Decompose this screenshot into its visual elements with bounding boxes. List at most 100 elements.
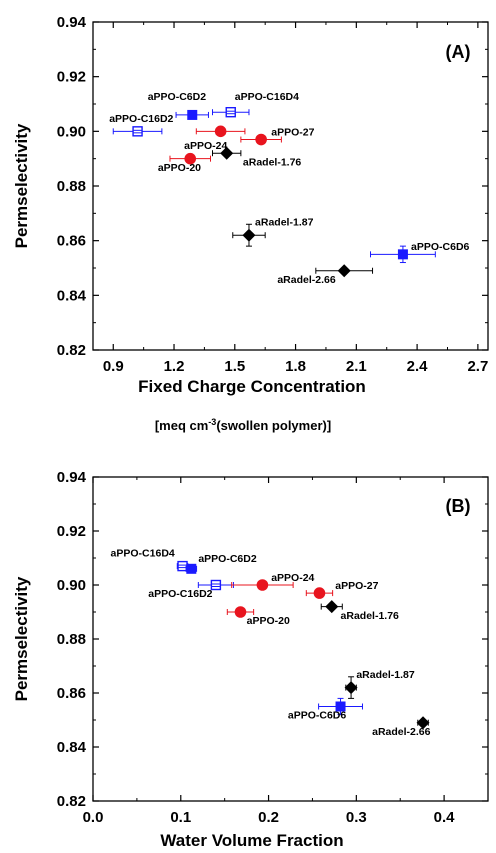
panel-b: (B) Permselectivity Water Volume Fractio… <box>12 469 489 850</box>
panel-a-point-label: aPPO-C16D2 <box>109 113 173 125</box>
circle-marker <box>184 152 197 165</box>
panel-b-label: (B) <box>446 496 471 516</box>
panel-b-point-aradel-2-66 <box>416 716 430 730</box>
panel-b-point-label: aPPO-C16D4 <box>111 548 175 560</box>
panel-b-y-tick-label: 0.84 <box>57 739 87 756</box>
panel-b-x-tick-label: 0.0 <box>83 809 104 826</box>
panel-a-x-tick-label: 2.1 <box>346 358 367 375</box>
open-square-marker <box>210 579 222 591</box>
panel-b-x-tick-label: 0.3 <box>346 809 367 826</box>
panel-a-point-label: aRadel-1.87 <box>255 217 314 229</box>
panel-a-point-appo-c6d6 <box>370 245 436 264</box>
panel-a-x-tick-label: 0.9 <box>103 358 124 375</box>
panel-b-point-appo-c6d6 <box>318 697 363 716</box>
panel-a-y-tick-label: 0.84 <box>57 287 87 304</box>
panel-b-y-tick-label: 0.86 <box>57 685 86 702</box>
panel-a-point-aradel-1-87 <box>232 223 266 247</box>
panel-b-point-label: aRadel-1.87 <box>356 669 415 681</box>
panel-a-units-label: [meq cm-3(swollen polymer)] <box>155 417 331 433</box>
panel-a-point-appo-20 <box>169 152 211 165</box>
panel-b-ticks: 0.0 0.1 0.2 0.3 0.4 0.82 0.84 0.86 0.88 0.90 0.92 0… <box>57 469 488 826</box>
square-marker <box>397 249 408 260</box>
panel-a-point-aradel-2-66 <box>315 264 374 278</box>
circle-marker <box>313 587 326 599</box>
panel-a-ticks: 0.9 1.2 1.5 1.8 2.1 2.4 2.7 0.82 0.84 0.86 0.88 0.9… <box>57 14 489 375</box>
panel-a-label: (A) <box>446 42 471 62</box>
panel-b-point-label: aPPO-24 <box>271 572 314 584</box>
circle-marker <box>255 133 267 146</box>
panel-a-point-appo-27 <box>240 133 282 146</box>
panel-b-point-appo-27 <box>305 587 334 599</box>
panel-a-y-tick-label: 0.94 <box>57 14 87 31</box>
diamond-marker <box>337 264 351 278</box>
panel-b-y-tick-label: 0.90 <box>57 577 86 594</box>
panel-a-point-label: aPPO-C16D4 <box>235 91 299 103</box>
panel-b-x-axis-title: Water Volume Fraction <box>160 831 343 850</box>
open-square-marker <box>225 106 236 118</box>
square-marker <box>335 701 346 712</box>
panel-a-y-tick-label: 0.90 <box>57 123 86 140</box>
panel-a-y-tick-label: 0.86 <box>57 233 86 250</box>
panel-a-point-appo-c6d2 <box>175 109 209 120</box>
panel-a-x-tick-label: 2.4 <box>407 358 429 375</box>
panel-b-point-appo-24 <box>231 579 294 591</box>
circle-marker <box>256 579 269 591</box>
panel-b-y-tick-label: 0.82 <box>57 793 86 810</box>
panel-a-x-tick-label: 1.5 <box>224 358 245 375</box>
panel-b-point-label: aPPO-C6D2 <box>198 553 257 565</box>
panel-b-plot-area <box>92 476 489 802</box>
panel-a-x-axis-title: Fixed Charge Concentration <box>138 377 366 396</box>
panel-a-x-tick-label: 1.2 <box>164 358 185 375</box>
diamond-marker <box>344 681 358 695</box>
panel-b-point-appo-c6d2 <box>185 563 198 574</box>
panel-a-plot-area <box>92 21 489 351</box>
panel-a: (A) Permselectivity Fixed Charge Concent… <box>12 14 489 433</box>
panel-a-point-label: aPPO-C6D6 <box>411 241 470 253</box>
panel-a-y-tick-label: 0.92 <box>57 69 86 86</box>
panel-b-marks: aPPO-C16D4 aPPO-C6D2 aPPO-C16D2 aPPO-24 aPPO… <box>111 548 431 738</box>
panel-a-y-tick-label: 0.82 <box>57 342 86 359</box>
panel-a-x-tick-label: 1.8 <box>285 358 306 375</box>
panel-b-x-tick-label: 0.2 <box>258 809 279 826</box>
panel-a-point-label: aRadel-1.76 <box>243 157 302 169</box>
panel-a-marks: aPPO-C6D2 aPPO-C16D4 aPPO-C16D2 aPPO-24 aPPO… <box>109 91 469 286</box>
panel-b-point-label: aRadel-1.76 <box>341 610 400 622</box>
panel-a-point-appo-c16d2 <box>112 126 163 137</box>
panel-b-point-aradel-1-76 <box>320 600 343 614</box>
panel-b-point-aradel-1-87 <box>344 676 358 699</box>
panel-b-y-tick-label: 0.92 <box>57 523 86 540</box>
panel-a-y-axis-title: Permselectivity <box>12 123 31 248</box>
panel-b-point-label: aPPO-20 <box>247 615 290 627</box>
panel-b-point-label: aRadel-2.66 <box>372 726 431 738</box>
panel-b-point-label: aPPO-27 <box>335 580 378 592</box>
square-marker <box>186 563 197 574</box>
circle-marker <box>234 606 247 618</box>
panel-a-point-aradel-1-76 <box>212 146 242 160</box>
circle-marker <box>214 125 227 138</box>
panel-b-x-tick-label: 0.1 <box>170 809 191 826</box>
panel-b-point-label: aPPO-C16D2 <box>148 588 212 600</box>
panel-a-point-label: aPPO-20 <box>158 162 201 174</box>
diamond-marker <box>242 228 256 242</box>
diamond-marker <box>325 600 339 614</box>
panel-a-point-label: aRadel-2.66 <box>277 274 336 286</box>
panel-a-point-label: aPPO-27 <box>271 126 314 138</box>
panel-a-point-appo-24 <box>195 125 246 138</box>
panel-a-point-appo-c16d4 <box>212 106 250 118</box>
panel-b-x-tick-label: 0.4 <box>434 809 456 826</box>
panel-b-y-axis-title: Permselectivity <box>12 576 31 701</box>
panel-b-y-tick-label: 0.94 <box>57 469 87 486</box>
panel-a-x-tick-label: 2.7 <box>467 358 488 375</box>
panel-b-point-appo-c16d2 <box>197 579 234 591</box>
diamond-marker <box>416 716 430 730</box>
panel-b-y-tick-label: 0.88 <box>57 631 86 648</box>
panel-a-point-label: aPPO-C6D2 <box>148 91 207 103</box>
square-marker <box>187 109 198 120</box>
panel-a-point-label: aPPO-24 <box>184 140 227 152</box>
panel-b-point-appo-20 <box>226 606 255 618</box>
panel-b-point-label: aPPO-C6D6 <box>288 710 347 722</box>
panel-a-y-tick-label: 0.88 <box>57 178 86 195</box>
open-square-marker <box>132 126 143 137</box>
diamond-marker <box>220 146 234 160</box>
